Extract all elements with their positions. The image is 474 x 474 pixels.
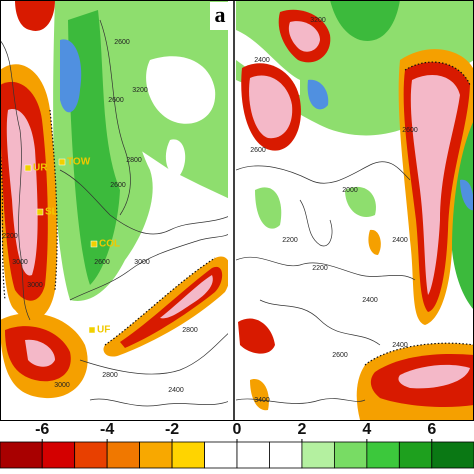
contour-label: 3000 (12, 259, 28, 266)
field-area (60, 39, 82, 113)
contour-line (89, 398, 232, 407)
contour-line (69, 231, 232, 301)
contour-label: 2400 (392, 237, 408, 244)
field-area (249, 75, 293, 139)
colorbar: -6 -4 -2 0 2 4 6 (0, 421, 474, 469)
contour-line (59, 169, 232, 235)
contour-label: 2000 (342, 187, 358, 194)
station-marker (58, 158, 66, 166)
station-marker (90, 240, 98, 248)
contour-label: 2400 (168, 387, 184, 394)
station-label: COL (99, 239, 120, 250)
field-area (460, 179, 474, 211)
field-area (398, 364, 470, 389)
colorbar-segment (41, 441, 76, 469)
contour-label: 2600 (332, 352, 348, 359)
panel-label-box (210, 2, 230, 30)
colorbar-tick-label: -4 (100, 421, 114, 438)
contour-label: 2200 (312, 265, 328, 272)
field-area (330, 0, 400, 41)
station-label: SL (45, 207, 58, 218)
colorbar-segment (74, 441, 108, 469)
field-area (238, 318, 275, 354)
field-area (6, 109, 38, 276)
field-area (165, 139, 186, 176)
field-area (25, 339, 55, 367)
contour-label: 3200 (310, 17, 326, 24)
contour-label: 2800 (102, 372, 118, 379)
contour-label: 2400 (362, 297, 378, 304)
contour-line (259, 299, 381, 346)
map-panel-right (236, 0, 474, 420)
contour-label: 2600 (108, 97, 124, 104)
field-area (288, 21, 320, 52)
contour-line (0, 39, 31, 321)
colorbar-segment (236, 441, 270, 469)
panel-gap (228, 0, 232, 420)
colorbar-segment (204, 441, 238, 469)
station-marker (24, 164, 32, 172)
contour-label: 3000 (27, 282, 43, 289)
contour-label: 2400 (392, 342, 408, 349)
field-area (368, 229, 381, 255)
colorbar-tick-label: 6 (427, 421, 436, 438)
contour-line (79, 329, 232, 375)
contour-label: 2600 (402, 127, 418, 134)
contour-line (236, 161, 411, 184)
contour-zero (49, 109, 216, 346)
colorbar-segment (171, 441, 205, 469)
colorbar-segment (0, 441, 43, 469)
contour-label: 2200 (2, 233, 18, 240)
labels: TOW UR SL COL UF 2600 2600 3200 2800 2600 2200 3000… (2, 17, 418, 404)
station-label: TOW (67, 157, 91, 168)
field-area (146, 56, 216, 124)
contour-label: 2400 (254, 57, 270, 64)
contour-label: 3200 (132, 87, 148, 94)
contour-line (236, 256, 416, 281)
station-label: UR (33, 163, 48, 174)
contour-label: 3000 (54, 382, 70, 389)
field-area (160, 275, 213, 319)
contour-label: 2600 (250, 147, 266, 154)
field-area (255, 187, 282, 229)
colorbar-segment (269, 441, 303, 469)
contour-label: 2600 (114, 39, 130, 46)
contour-label: 2600 (94, 259, 110, 266)
field-area (250, 379, 269, 411)
contour-line (236, 398, 366, 404)
map-panel-left (0, 0, 232, 420)
contour-label: 2200 (282, 237, 298, 244)
colorbar-tick-label: 0 (233, 421, 242, 438)
station-marker (88, 326, 96, 334)
colorbar-segment (139, 441, 173, 469)
colorbar-segment (398, 441, 433, 469)
field-area (345, 186, 376, 218)
colorbar-segment (366, 441, 400, 469)
field-area (307, 79, 329, 110)
colorbar-tick-label: 2 (297, 421, 306, 438)
colorbar-segment (301, 441, 335, 469)
colorbar-segment (333, 441, 368, 469)
contour-label: 2600 (110, 182, 126, 189)
colorbar-tick-label: -6 (35, 421, 49, 438)
contour-zero (364, 61, 474, 366)
contour-line (99, 19, 131, 216)
colorbar-segment (431, 441, 474, 469)
station-marker (36, 208, 44, 216)
field-area (15, 0, 55, 31)
contour-label: 3400 (254, 397, 270, 404)
colorbar-tick-label: 4 (362, 421, 371, 438)
contour-label: 2800 (182, 327, 198, 334)
contour-label: 2800 (126, 157, 142, 164)
colorbar-tick-label: -2 (165, 421, 179, 438)
contour-line (299, 199, 333, 247)
station-label: UF (97, 325, 110, 336)
field-area (410, 75, 460, 295)
colorbar-segment (106, 441, 141, 469)
contour-label: 3000 (134, 259, 150, 266)
panel-label: a (215, 2, 226, 27)
